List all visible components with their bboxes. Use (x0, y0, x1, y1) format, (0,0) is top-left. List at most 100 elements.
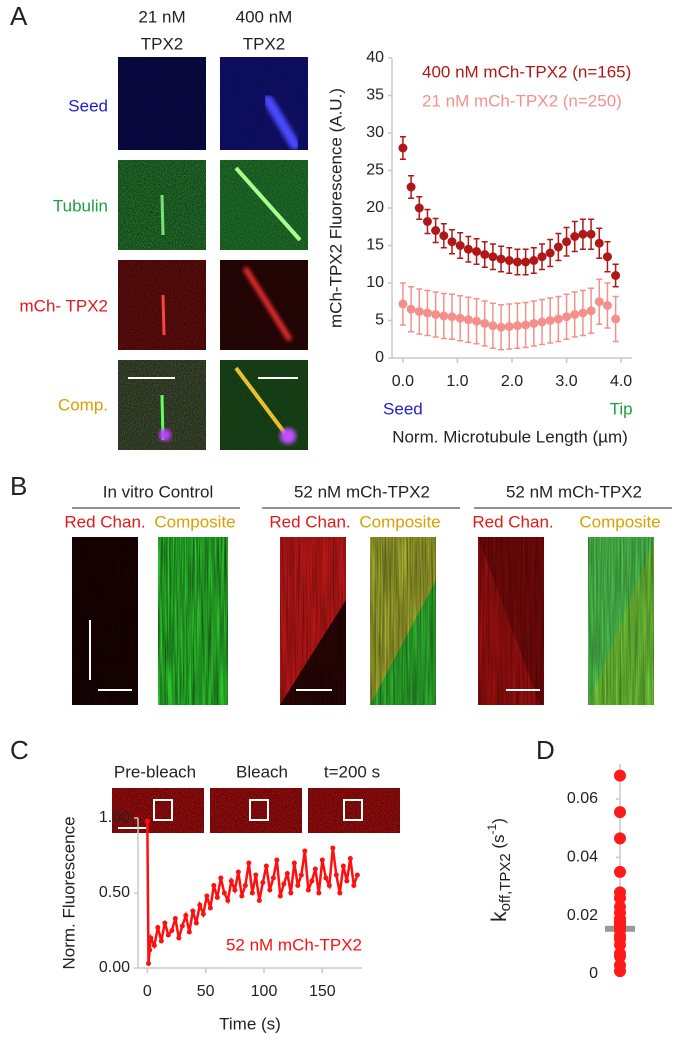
point (225, 898, 231, 903)
point (267, 887, 273, 893)
point (207, 905, 213, 911)
y-tick-label: 0.50 (99, 884, 130, 901)
panel-label: A (10, 1, 28, 31)
point (169, 928, 175, 933)
label-part: ) (489, 818, 508, 824)
point (488, 252, 498, 262)
point (406, 182, 416, 192)
x-tick-label: 4.0 (610, 373, 632, 390)
point (422, 308, 432, 318)
group-title: In vitro Control (103, 482, 214, 501)
y-tick-label: 0 (375, 349, 384, 366)
row-label: Comp. (58, 395, 108, 414)
point (455, 313, 465, 323)
column-header: 21 nM (138, 7, 185, 26)
point (496, 254, 506, 264)
point (260, 880, 266, 885)
row-label: Seed (68, 96, 108, 115)
y-tick-label: 25 (366, 162, 384, 179)
point (162, 920, 168, 926)
point (193, 920, 199, 926)
point (545, 248, 555, 258)
y-tick-label: 1.00 (99, 809, 130, 826)
point (398, 143, 408, 153)
point (512, 257, 522, 267)
y-tick-label: 0 (589, 965, 598, 982)
point (211, 883, 217, 888)
x-tick-label: 2.0 (501, 373, 523, 390)
point (148, 935, 154, 941)
point (537, 317, 547, 327)
point (614, 865, 626, 878)
channel-label: Composite (154, 512, 235, 531)
point (553, 242, 563, 252)
point (447, 237, 457, 247)
point (146, 961, 151, 966)
x-tick-label: 50 (197, 983, 215, 1000)
point (480, 319, 490, 328)
x-tick-label: 3.0 (555, 373, 577, 390)
x-tick-label: 1.0 (446, 373, 468, 390)
point (330, 845, 336, 851)
point (165, 932, 171, 938)
point (586, 229, 596, 239)
channel-label: Composite (579, 512, 660, 531)
point (521, 320, 531, 330)
point (316, 890, 322, 896)
point (614, 892, 626, 905)
frap-images (112, 788, 400, 833)
x-tick-label: 100 (251, 983, 278, 1000)
point (504, 256, 514, 265)
point (422, 217, 432, 226)
y-tick-label: 35 (366, 87, 384, 104)
row-label: Tubulin (53, 196, 108, 215)
point (239, 893, 245, 899)
point (277, 893, 283, 899)
y-tick-label: 0.00 (99, 959, 130, 976)
point (480, 250, 490, 259)
point (553, 314, 563, 324)
point (537, 252, 547, 262)
point (586, 306, 596, 316)
point (319, 857, 325, 863)
column-header: TPX2 (141, 34, 184, 53)
point (197, 902, 203, 908)
point (228, 878, 234, 884)
point (249, 890, 255, 896)
point (545, 316, 555, 325)
channel-label: Red Chan. (64, 512, 145, 531)
y-tick-label: 15 (366, 237, 384, 254)
point (398, 299, 408, 309)
point (302, 848, 308, 854)
point (611, 271, 621, 280)
point (312, 866, 318, 872)
point (288, 890, 294, 896)
column-header: TPX2 (243, 34, 286, 53)
point (186, 929, 192, 935)
point (463, 244, 473, 254)
point (147, 947, 153, 953)
point (281, 881, 287, 887)
y-tick-label: 0.04 (567, 849, 598, 866)
x-tick-label: 150 (309, 983, 336, 1000)
point (562, 312, 572, 322)
point (151, 943, 157, 948)
point (214, 895, 220, 900)
point (337, 890, 343, 896)
point (221, 890, 227, 896)
point (455, 241, 465, 250)
point (578, 308, 588, 318)
point (602, 252, 612, 262)
point (172, 916, 178, 921)
point (183, 913, 189, 918)
point (406, 304, 416, 314)
point (309, 878, 315, 884)
legend-entry: 400 nM mCh-TPX2 (n=165) (422, 62, 631, 81)
point (431, 310, 441, 319)
point (439, 231, 449, 241)
point (570, 232, 580, 241)
label-part: k (488, 911, 511, 922)
y-axis-label: mCh-TPX2 Fluorescence (A.U.) (326, 88, 345, 328)
point (414, 307, 424, 316)
